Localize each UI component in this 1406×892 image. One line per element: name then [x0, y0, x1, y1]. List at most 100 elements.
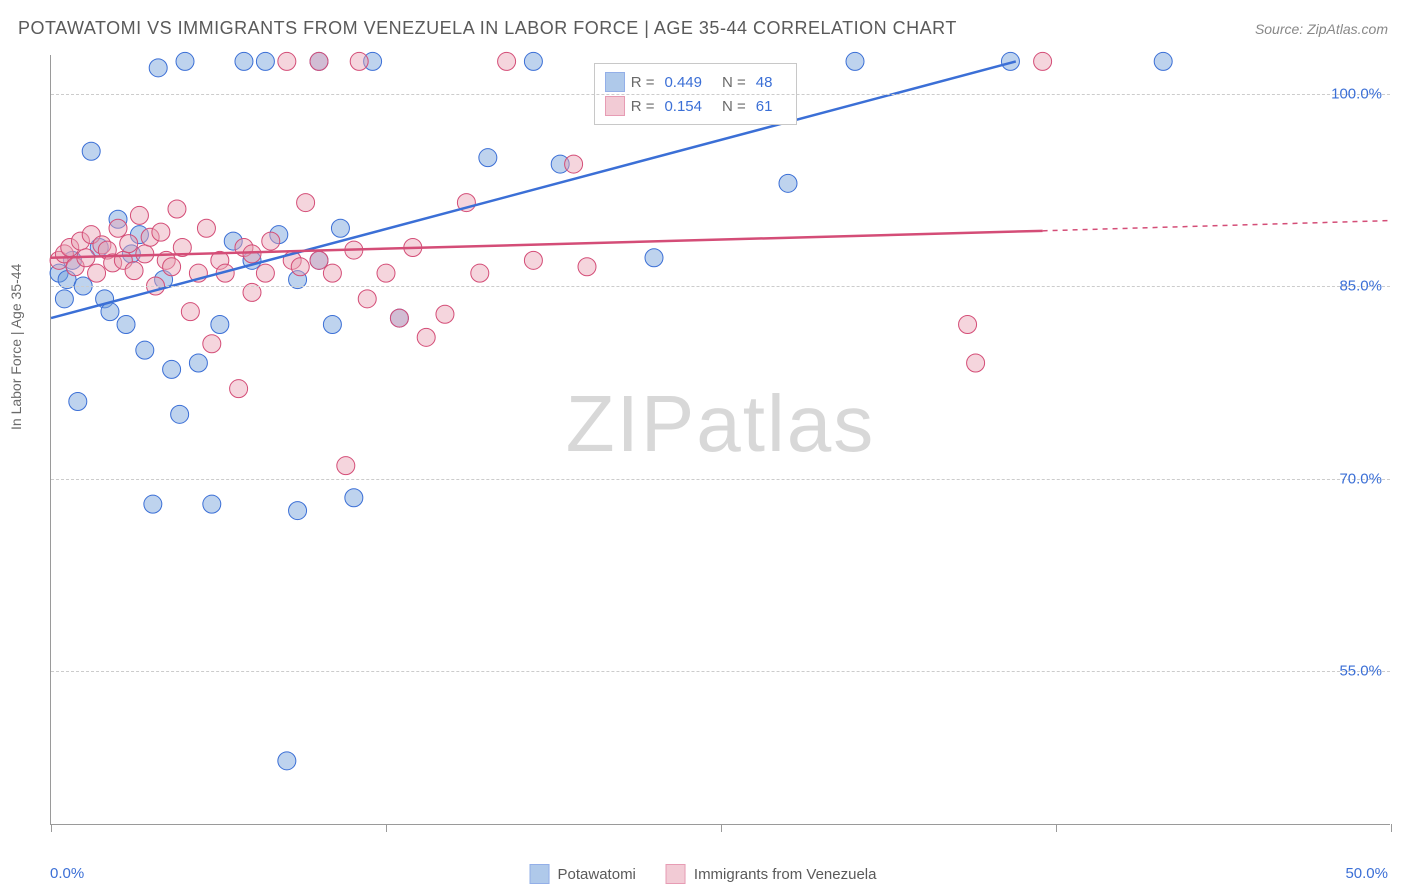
legend-n-label: N =	[722, 74, 746, 91]
data-point	[645, 249, 663, 267]
data-point	[479, 149, 497, 167]
data-point	[125, 262, 143, 280]
gridline	[51, 286, 1390, 287]
data-point	[345, 489, 363, 507]
x-axis-min-label: 0.0%	[50, 865, 84, 882]
data-point	[163, 258, 181, 276]
data-point	[243, 245, 261, 263]
gridline	[51, 479, 1390, 480]
x-axis-max-label: 50.0%	[1345, 865, 1388, 882]
data-point	[152, 223, 170, 241]
legend-r-value: 0.449	[660, 74, 716, 91]
x-tick	[1391, 824, 1392, 832]
data-point	[289, 502, 307, 520]
data-point	[149, 59, 167, 77]
gridline	[51, 94, 1390, 95]
x-tick	[51, 824, 52, 832]
x-tick	[721, 824, 722, 832]
chart-title: POTAWATOMI VS IMMIGRANTS FROM VENEZUELA …	[18, 18, 957, 39]
legend-swatch	[666, 864, 686, 884]
data-point	[967, 354, 985, 372]
data-point	[377, 264, 395, 282]
chart-svg	[51, 55, 1390, 824]
data-point	[1001, 52, 1019, 70]
data-point	[331, 219, 349, 237]
data-point	[779, 174, 797, 192]
data-point	[262, 232, 280, 250]
legend-series-name: Potawatomi	[558, 866, 636, 883]
legend-n-label: N =	[722, 98, 746, 115]
data-point	[171, 405, 189, 423]
legend-row: R = 0.154 N = 61	[605, 94, 787, 118]
legend-item: Immigrants from Venezuela	[666, 864, 877, 884]
data-point	[211, 316, 229, 334]
data-point	[235, 52, 253, 70]
y-axis-label: In Labor Force | Age 35-44	[8, 264, 24, 430]
data-point	[436, 305, 454, 323]
data-point	[109, 219, 127, 237]
series-legend: Potawatomi Immigrants from Venezuela	[530, 864, 877, 884]
legend-swatch	[605, 96, 625, 116]
data-point	[417, 328, 435, 346]
data-point	[291, 258, 309, 276]
legend-r-label: R =	[631, 74, 655, 91]
data-point	[256, 264, 274, 282]
legend-swatch	[605, 72, 625, 92]
legend-swatch	[530, 864, 550, 884]
data-point	[524, 52, 542, 70]
data-point	[310, 251, 328, 269]
data-point	[323, 264, 341, 282]
y-tick-label: 55.0%	[1339, 663, 1382, 680]
data-point	[203, 335, 221, 353]
data-point	[189, 354, 207, 372]
data-point	[203, 495, 221, 513]
source-label: Source: ZipAtlas.com	[1255, 21, 1388, 37]
data-point	[471, 264, 489, 282]
data-point	[230, 380, 248, 398]
legend-n-value: 48	[752, 74, 787, 91]
data-point	[358, 290, 376, 308]
y-tick-label: 85.0%	[1339, 278, 1382, 295]
data-point	[55, 290, 73, 308]
data-point	[120, 235, 138, 253]
data-point	[144, 495, 162, 513]
data-point	[310, 52, 328, 70]
y-tick-label: 100.0%	[1331, 85, 1382, 102]
data-point	[69, 393, 87, 411]
plot-area: ZIPatlas R =0.449N =48R =0.154N =61 55.0…	[50, 55, 1390, 825]
data-point	[1154, 52, 1172, 70]
data-point	[136, 341, 154, 359]
legend-item: Potawatomi	[530, 864, 636, 884]
data-point	[846, 52, 864, 70]
legend-n-value: 61	[752, 98, 787, 115]
data-point	[88, 264, 106, 282]
x-tick	[1056, 824, 1057, 832]
gridline	[51, 671, 1390, 672]
legend-series-name: Immigrants from Venezuela	[694, 866, 877, 883]
data-point	[565, 155, 583, 173]
data-point	[390, 309, 408, 327]
data-point	[498, 52, 516, 70]
data-point	[82, 142, 100, 160]
data-point	[578, 258, 596, 276]
data-point	[959, 316, 977, 334]
legend-r-value: 0.154	[660, 98, 716, 115]
data-point	[256, 52, 274, 70]
data-point	[1034, 52, 1052, 70]
data-point	[524, 251, 542, 269]
data-point	[168, 200, 186, 218]
data-point	[337, 457, 355, 475]
data-point	[278, 752, 296, 770]
data-point	[297, 194, 315, 212]
data-point	[117, 316, 135, 334]
data-point	[350, 52, 368, 70]
y-tick-label: 70.0%	[1339, 470, 1382, 487]
data-point	[278, 52, 296, 70]
data-point	[197, 219, 215, 237]
data-point	[323, 316, 341, 334]
legend-row: R = 0.449 N = 48	[605, 70, 787, 94]
data-point	[130, 206, 148, 224]
legend-r-label: R =	[631, 98, 655, 115]
x-tick	[386, 824, 387, 832]
data-point	[181, 303, 199, 321]
